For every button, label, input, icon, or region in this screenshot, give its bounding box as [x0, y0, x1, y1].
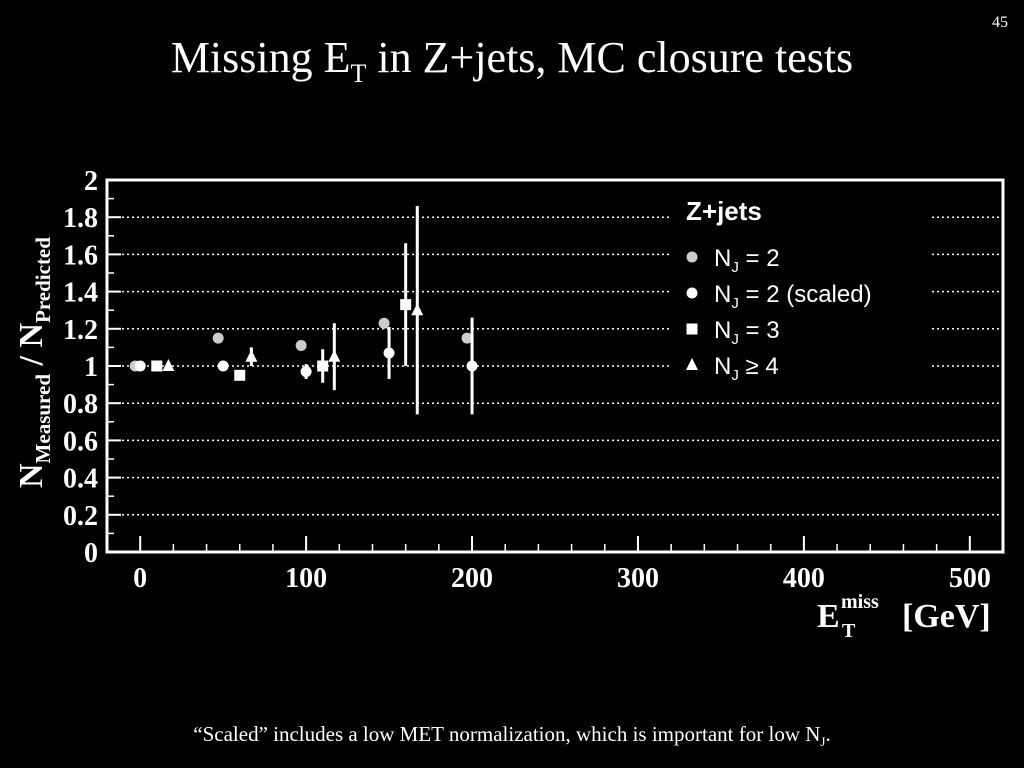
data-point-s1-p4: [466, 360, 478, 372]
closure-test-plot: 0 0.2 0.4 0.6 0.8 1 1.2 1.4 1.6 1.8 2 0 100 200 300 400…: [13, 166, 1005, 642]
legend-n: N: [714, 245, 731, 272]
legend-n: N: [714, 353, 731, 380]
data-point-s3-p0: [162, 359, 175, 371]
x-label-unit: [GeV]: [902, 598, 991, 635]
legend-background: [672, 192, 930, 388]
y-tick-label: 2: [84, 166, 98, 197]
legend-sub: J: [731, 259, 739, 276]
x-label-sub: T: [842, 620, 856, 642]
data-point-s2-p1: [234, 369, 246, 381]
footnote-subscript: J: [820, 734, 826, 750]
x-axis-label: E miss T [GeV]: [817, 591, 991, 642]
title-subscript: T: [350, 59, 367, 88]
y-label-n2: N: [13, 323, 50, 348]
y-tick-label: 0.4: [63, 464, 98, 495]
x-tick-label: 100: [285, 563, 327, 594]
data-layer: [129, 206, 478, 415]
data-point-s1-p1: [217, 360, 229, 372]
legend: Z+jets NJ = 2NJ = 2 (scaled)NJ = 3NJ ≥ 4: [672, 192, 930, 388]
title-main: Missing E: [170, 33, 351, 82]
data-point-s1-p3: [383, 347, 395, 359]
data-point-s1-p2: [300, 366, 312, 378]
data-point-s3-p1: [245, 349, 258, 362]
x-tick-label: 400: [783, 563, 825, 594]
legend-text: ≥ 4: [739, 353, 779, 380]
data-point-s0-p2: [295, 340, 307, 352]
y-axis-label: NMeasured / NPredicted: [13, 237, 55, 488]
y-tick-label: 1: [84, 352, 98, 383]
data-point-s1-p0: [134, 360, 146, 372]
data-point-s3-p3: [411, 303, 424, 316]
data-point-s2-p3: [400, 299, 412, 311]
y-tick-label: 0.2: [63, 501, 98, 532]
legend-sub: J: [731, 367, 739, 384]
y-label-n1: N: [13, 463, 50, 488]
legend-n: N: [714, 317, 731, 344]
y-tick-label: 0: [84, 538, 98, 569]
y-tick-label: 0.6: [63, 426, 98, 457]
footnote-main: “Scaled” includes a low MET normalizatio…: [193, 722, 821, 746]
title-rest: in Z+jets, MC closure tests: [366, 33, 854, 82]
legend-label-3: NJ ≥ 4: [714, 353, 779, 384]
y-label-sub2: Predicted: [31, 237, 55, 323]
legend-marker-3: [686, 358, 698, 370]
x-tick-label: 200: [451, 563, 493, 594]
data-point-s0-p3: [378, 317, 390, 329]
x-tick-label: 300: [617, 563, 659, 594]
x-label-main: E: [817, 598, 840, 635]
y-label-sep: /: [13, 348, 50, 374]
x-tick-label: 0: [133, 563, 147, 594]
footnote-end: .: [825, 722, 831, 746]
legend-title: Z+jets: [686, 196, 762, 226]
y-tick-label: 1.2: [63, 315, 98, 346]
legend-text: = 3: [739, 317, 780, 344]
ticks-layer: 0 0.2 0.4 0.6 0.8 1 1.2 1.4 1.6 1.8 2 0 100 200 300 400…: [63, 166, 1004, 594]
page-number: 45: [992, 14, 1008, 31]
data-point-s2-p2: [317, 360, 329, 372]
legend-sub: J: [731, 331, 739, 348]
data-point-s2-p0: [151, 360, 163, 372]
legend-label-2: NJ = 3: [714, 317, 780, 348]
y-tick-label: 1.6: [63, 240, 98, 271]
data-point-s0-p4: [461, 332, 473, 344]
y-tick-label: 0.8: [63, 389, 98, 420]
x-label-sup: miss: [841, 591, 879, 613]
y-tick-label: 1.4: [63, 278, 98, 309]
legend-marker-0: [686, 251, 698, 263]
legend-n: N: [714, 281, 731, 308]
legend-label-1: NJ = 2 (scaled): [714, 281, 872, 312]
legend-text: = 2: [739, 245, 780, 272]
legend-label-0: NJ = 2: [714, 245, 780, 276]
slide-title: Missing ET in Z+jets, MC closure tests: [0, 30, 1024, 88]
data-point-s0-p1: [212, 332, 224, 344]
data-point-s3-p2: [328, 349, 341, 362]
x-tick-label: 500: [949, 563, 991, 594]
legend-marker-1: [686, 287, 698, 299]
legend-text: = 2 (scaled): [739, 281, 872, 308]
y-label-sub1: Measured: [31, 374, 55, 464]
y-tick-label: 1.8: [63, 203, 98, 234]
footnote: “Scaled” includes a low MET normalizatio…: [0, 722, 1024, 750]
legend-sub: J: [731, 295, 739, 312]
legend-marker-2: [686, 323, 698, 335]
